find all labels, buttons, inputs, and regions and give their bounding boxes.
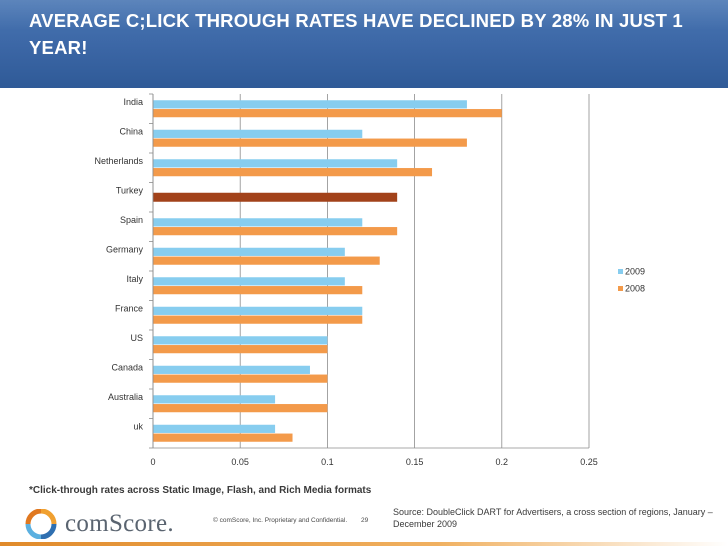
legend-swatch-2008 — [618, 286, 623, 291]
page-number: 29 — [361, 517, 369, 524]
legend-swatch-2009 — [618, 269, 623, 274]
bar-2008 — [153, 227, 398, 236]
category-label: China — [119, 126, 143, 136]
category-label: Italy — [126, 274, 143, 284]
category-label: Spain — [120, 215, 143, 225]
bar-2009 — [153, 395, 276, 404]
bar-2009 — [153, 277, 345, 286]
category-label: Canada — [111, 362, 143, 372]
bar-2008 — [153, 168, 433, 177]
bottom-accent-line — [0, 542, 728, 546]
slide-title: AVERAGE C;LICK THROUGH RATES HAVE DECLIN… — [29, 10, 683, 58]
category-label: Australia — [108, 392, 143, 402]
x-tick-label: 0.1 — [321, 457, 334, 467]
title-banner: AVERAGE C;LICK THROUGH RATES HAVE DECLIN… — [0, 0, 728, 88]
bar-2009 — [153, 159, 398, 168]
bar-2008 — [153, 315, 363, 324]
comscore-logo-icon — [25, 508, 57, 540]
x-tick-label: 0.25 — [580, 457, 598, 467]
bar-2008 — [153, 256, 380, 265]
bar-2009 — [153, 306, 363, 315]
x-tick-label: 0 — [150, 457, 155, 467]
bar-2008 — [153, 109, 502, 118]
bar-2008 — [153, 138, 467, 147]
banner-shine — [0, 0, 728, 30]
category-label: Germany — [106, 244, 144, 254]
bar-2009 — [153, 336, 328, 345]
bar-2009 — [153, 218, 363, 227]
x-tick-label: 0.2 — [496, 457, 509, 467]
bar-chart: 0 0.05 0.1 0.15 0.2 0.25 India China Netherlands… — [94, 93, 645, 467]
category-label: Turkey — [116, 185, 144, 195]
bar-2008 — [153, 433, 293, 442]
x-tick-label: 0.15 — [406, 457, 424, 467]
category-label: France — [115, 303, 143, 313]
bar-2008 — [153, 345, 328, 354]
category-label: Netherlands — [94, 156, 143, 166]
category-label: India — [123, 97, 143, 107]
category-label: uk — [133, 421, 143, 431]
bar-2008 — [153, 374, 328, 383]
category-label: US — [130, 333, 143, 343]
bar-2009 — [153, 100, 467, 109]
bar-2008 — [153, 286, 363, 295]
x-tick-label: 0.05 — [231, 457, 249, 467]
bar-2009 — [153, 424, 276, 433]
source-note: Source: DoubleClick DART for Advertisers… — [393, 507, 713, 529]
bar-2009 — [153, 365, 310, 374]
footnote: *Click-through rates across Static Image… — [29, 485, 372, 496]
bar-2009 — [153, 247, 345, 256]
legend-label-2008: 2008 — [625, 284, 645, 294]
legend-label-2009: 2009 — [625, 267, 645, 277]
logo-text: comScore. — [65, 510, 174, 537]
copyright-notice: © comScore, Inc. Proprietary and Confide… — [213, 517, 348, 524]
bar-2008 — [153, 404, 328, 413]
bar-2009 — [153, 129, 363, 138]
highlight-bar — [153, 192, 398, 202]
comscore-logo: comScore. — [25, 508, 185, 540]
